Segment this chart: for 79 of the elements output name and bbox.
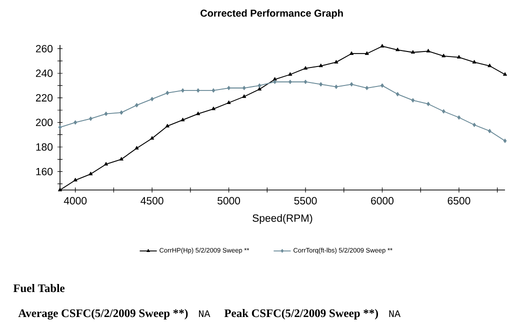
point <box>180 118 185 122</box>
y-tick-label: 220 <box>36 94 53 102</box>
point <box>212 88 216 93</box>
point <box>135 103 138 108</box>
point <box>181 88 184 93</box>
point <box>472 60 476 64</box>
point <box>334 84 338 89</box>
point <box>503 72 507 76</box>
chart-title: Corrected Performance Graph <box>200 9 343 19</box>
point <box>226 100 231 104</box>
text: Average CSFC(5/2/2009 Sweep **) <box>18 309 188 320</box>
point <box>88 172 93 176</box>
point <box>258 83 262 88</box>
point <box>442 54 446 58</box>
point <box>380 83 384 88</box>
point <box>273 80 277 84</box>
point <box>166 90 170 96</box>
x-tick-label: 6000 <box>371 197 394 204</box>
point <box>242 86 246 90</box>
point <box>288 80 292 84</box>
point <box>503 138 507 143</box>
x-tick-label: 5500 <box>294 197 317 204</box>
point <box>120 110 124 115</box>
point <box>411 98 415 102</box>
point <box>442 109 446 114</box>
point <box>272 77 277 81</box>
text: NA <box>199 310 210 317</box>
point <box>488 128 492 134</box>
x-tick-label: 5000 <box>218 197 240 204</box>
x-tick-label: 4000 <box>64 197 87 204</box>
text: Fuel Table <box>13 284 65 292</box>
point <box>488 64 492 68</box>
y-tick-label: 200 <box>36 118 53 126</box>
x-tick-label: 6500 <box>448 197 470 204</box>
point <box>242 94 246 98</box>
point <box>380 44 384 48</box>
point <box>196 88 200 93</box>
point <box>319 82 323 86</box>
point <box>364 51 369 55</box>
point <box>396 48 400 52</box>
text: Peak CSFC(5/2/2009 Sweep **) <box>224 309 378 320</box>
point <box>134 146 139 150</box>
y-tick-label: 180 <box>36 143 53 151</box>
point <box>457 115 461 120</box>
point <box>211 106 216 110</box>
point <box>410 50 415 54</box>
point <box>196 112 200 116</box>
point <box>58 188 62 192</box>
point <box>73 178 78 182</box>
point <box>396 92 400 96</box>
point <box>426 48 430 52</box>
y-tick-label: 260 <box>36 44 53 52</box>
y-tick-label: 160 <box>36 168 53 176</box>
point <box>472 122 476 128</box>
point <box>426 102 430 106</box>
point <box>58 125 62 130</box>
point <box>104 162 108 166</box>
point <box>350 82 354 86</box>
point <box>334 60 338 64</box>
x-tick-label: 4500 <box>140 197 164 204</box>
point <box>119 157 124 161</box>
point <box>304 80 308 84</box>
point <box>258 86 262 90</box>
point <box>365 86 369 90</box>
x-axis-title: Speed(RPM) <box>252 214 312 224</box>
text: NA <box>389 310 401 317</box>
point <box>150 136 154 140</box>
point <box>304 66 308 70</box>
point <box>456 55 461 59</box>
point <box>350 51 354 55</box>
point <box>150 96 154 102</box>
point <box>318 64 323 68</box>
point <box>165 124 170 128</box>
point <box>227 86 230 90</box>
point <box>74 120 78 125</box>
point <box>89 116 92 121</box>
point <box>288 72 292 76</box>
y-tick-label: 240 <box>36 70 53 77</box>
point <box>104 112 108 116</box>
